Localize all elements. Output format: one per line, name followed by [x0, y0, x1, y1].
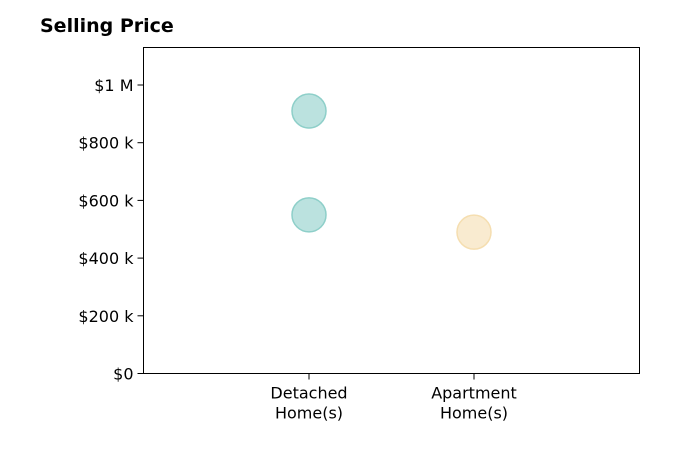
y-axis: $0 $200 k $400 k $600 k $800 k $1 M [78, 76, 144, 384]
y-tick-label: $800 k [78, 134, 134, 153]
x-tick-label-line: Apartment [431, 384, 517, 403]
y-tick-label: $200 k [78, 307, 134, 326]
x-tick-label-line: Home(s) [440, 404, 508, 423]
x-axis: Detached Home(s)Apartment Home(s) [270, 373, 517, 423]
y-tick-label: $400 k [78, 249, 134, 268]
y-tick-label: $0 [113, 365, 133, 384]
y-tick-label: $600 k [78, 191, 134, 210]
x-tick-label-line: Home(s) [275, 404, 343, 423]
x-tick-label-line: Detached [270, 384, 347, 403]
data-point [291, 93, 327, 129]
data-point [456, 214, 492, 250]
chart-title: Selling Price [40, 15, 174, 37]
x-tick-label: Apartment Home(s) [431, 384, 517, 423]
y-tick-label: $1 M [94, 76, 133, 95]
data-point [291, 197, 327, 233]
x-tick-label: Detached Home(s) [270, 384, 347, 423]
plot-area-frame [143, 47, 640, 374]
data-points [291, 93, 492, 250]
